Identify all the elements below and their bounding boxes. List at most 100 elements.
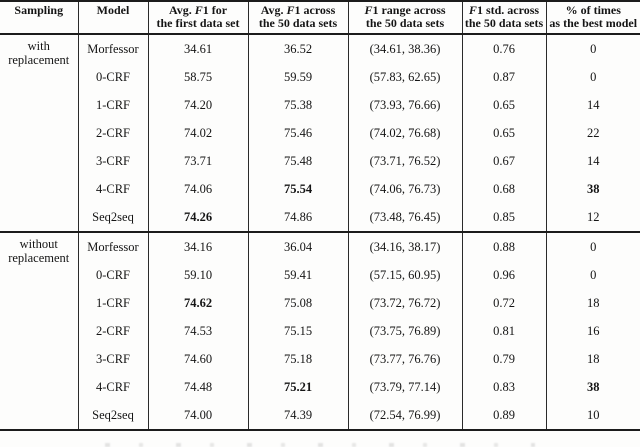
value-cell: 0.79 (461, 345, 546, 373)
table-row: Seq2seq 74.26 74.86 (73.48, 76.45) 0.85 12 (0, 203, 640, 232)
value-cell: (74.06, 76.73) (347, 175, 462, 203)
column-header-avg-f1-50: Avg. F1 across the 50 data sets (247, 1, 348, 35)
model-cell: 3-CRF (77, 345, 148, 373)
column-header-avg-f1-first: Avg. F1 for the first data set (147, 1, 248, 35)
table-body: with replacement Morfessor 34.61 36.52 (34.61… (0, 34, 640, 430)
model-cell: 4-CRF (77, 373, 148, 401)
value-cell: 74.53 (147, 317, 248, 345)
value-cell: (73.72, 76.72) (347, 289, 462, 317)
value-cell: 74.26 (147, 203, 248, 232)
model-cell: Morfessor (77, 231, 148, 261)
model-cell: 3-CRF (77, 147, 148, 175)
value-cell: (73.71, 76.52) (347, 147, 462, 175)
value-cell: 38 (545, 175, 640, 203)
value-cell: 34.61 (147, 34, 248, 63)
math-f1: F (468, 3, 477, 17)
value-cell: 10 (545, 401, 640, 430)
table-row: with replacement Morfessor 34.61 36.52 (34.61… (0, 34, 640, 67)
value-cell: 59.59 (247, 63, 348, 91)
model-cell: Morfessor (77, 34, 148, 63)
column-header-model: Model (77, 1, 148, 35)
value-cell: 18 (545, 345, 640, 373)
value-cell: 75.15 (247, 317, 348, 345)
column-header-f1-std-50: F1 std. across the 50 data sets (461, 1, 546, 35)
value-cell: 0.85 (461, 203, 546, 232)
value-cell: 74.39 (247, 401, 348, 430)
value-cell: 74.86 (247, 203, 348, 232)
model-cell: 1-CRF (77, 91, 148, 119)
value-cell: (73.75, 76.89) (347, 317, 462, 345)
value-cell: (34.16, 38.17) (347, 231, 462, 261)
value-cell: 0.76 (461, 34, 546, 63)
table-row: 1-CRF 74.62 75.08 (73.72, 76.72) 0.72 18 (0, 289, 640, 317)
value-cell: 73.71 (147, 147, 248, 175)
value-cell: 75.46 (247, 119, 348, 147)
value-cell: 12 (545, 203, 640, 232)
table-header-row: Sampling Model Avg. F1 for the first data s… (0, 1, 640, 35)
results-table: Sampling Model Avg. F1 for the first data s… (0, 0, 640, 431)
table-row: 0-CRF 58.75 59.59 (57.83, 62.65) 0.87 0 (0, 63, 640, 91)
value-cell: 74.02 (147, 119, 248, 147)
model-cell: 4-CRF (77, 175, 148, 203)
value-cell: 75.18 (247, 345, 348, 373)
table-row: 0-CRF 59.10 59.41 (57.15, 60.95) 0.96 0 (0, 261, 640, 289)
value-cell: 75.48 (247, 147, 348, 175)
value-cell: 74.60 (147, 345, 248, 373)
value-cell: 36.04 (247, 231, 348, 261)
value-cell: 75.54 (247, 175, 348, 203)
value-cell: 74.00 (147, 401, 248, 430)
value-cell: 75.08 (247, 289, 348, 317)
table-row: Seq2seq 74.00 74.39 (72.54, 76.99) 0.89 10 (0, 401, 640, 430)
value-cell: 75.38 (247, 91, 348, 119)
value-cell: 0.88 (461, 231, 546, 261)
value-cell: 0.81 (461, 317, 546, 345)
value-cell: (73.48, 76.45) (347, 203, 462, 232)
table-row: without replacement Morfessor 34.16 36.04 (34… (0, 231, 640, 430)
model-cell: 1-CRF (77, 289, 148, 317)
model-cell: Seq2seq (77, 203, 148, 232)
value-cell: 0 (545, 261, 640, 289)
value-cell: 14 (545, 91, 640, 119)
table-row: 4-CRF 74.06 75.54 (74.06, 76.73) 0.68 38 (0, 175, 640, 203)
value-cell: 0.68 (461, 175, 546, 203)
value-cell: 0.87 (461, 63, 546, 91)
value-cell: 58.75 (147, 63, 248, 91)
value-cell: 0.96 (461, 261, 546, 289)
value-cell: 0.67 (461, 147, 546, 175)
value-cell: 16 (545, 317, 640, 345)
math-f1: F (194, 3, 203, 17)
value-cell: 74.62 (147, 289, 248, 317)
table-row: 3-CRF 74.60 75.18 (73.77, 76.76) 0.79 18 (0, 345, 640, 373)
table-row: 1-CRF 74.20 75.38 (73.93, 76.66) 0.65 14 (0, 91, 640, 119)
sampling-label: with replacement (8, 39, 70, 67)
value-cell: 59.10 (147, 261, 248, 289)
cropped-caption-text (105, 443, 535, 447)
math-f1: F (286, 3, 295, 17)
value-cell: (57.83, 62.65) (347, 63, 462, 91)
value-cell: 18 (545, 289, 640, 317)
value-cell: 0 (545, 34, 640, 63)
value-cell: (74.02, 76.68) (347, 119, 462, 147)
column-header-f1-range-50: F1 range across the 50 data sets (347, 1, 462, 35)
value-cell: 74.20 (147, 91, 248, 119)
value-cell: 0.89 (461, 401, 546, 430)
value-cell: 74.48 (147, 373, 248, 401)
sampling-label: without replacement (0, 231, 78, 430)
model-cell: Seq2seq (77, 401, 148, 430)
value-cell: 0 (545, 63, 640, 91)
column-header-pct-best: % of times as the best model (545, 1, 640, 35)
value-cell: (34.61, 38.36) (347, 34, 462, 63)
math-f1: F (364, 3, 373, 17)
model-cell: 2-CRF (77, 317, 148, 345)
value-cell: 0.65 (461, 119, 546, 147)
value-cell: (73.79, 77.14) (347, 373, 462, 401)
table-row: 3-CRF 73.71 75.48 (73.71, 76.52) 0.67 14 (0, 147, 640, 175)
value-cell: 74.06 (147, 175, 248, 203)
value-cell: (57.15, 60.95) (347, 261, 462, 289)
value-cell: 0.72 (461, 289, 546, 317)
value-cell: 0 (545, 231, 640, 261)
model-cell: 0-CRF (77, 63, 148, 91)
value-cell: 14 (545, 147, 640, 175)
value-cell: 75.21 (247, 373, 348, 401)
value-cell: 59.41 (247, 261, 348, 289)
